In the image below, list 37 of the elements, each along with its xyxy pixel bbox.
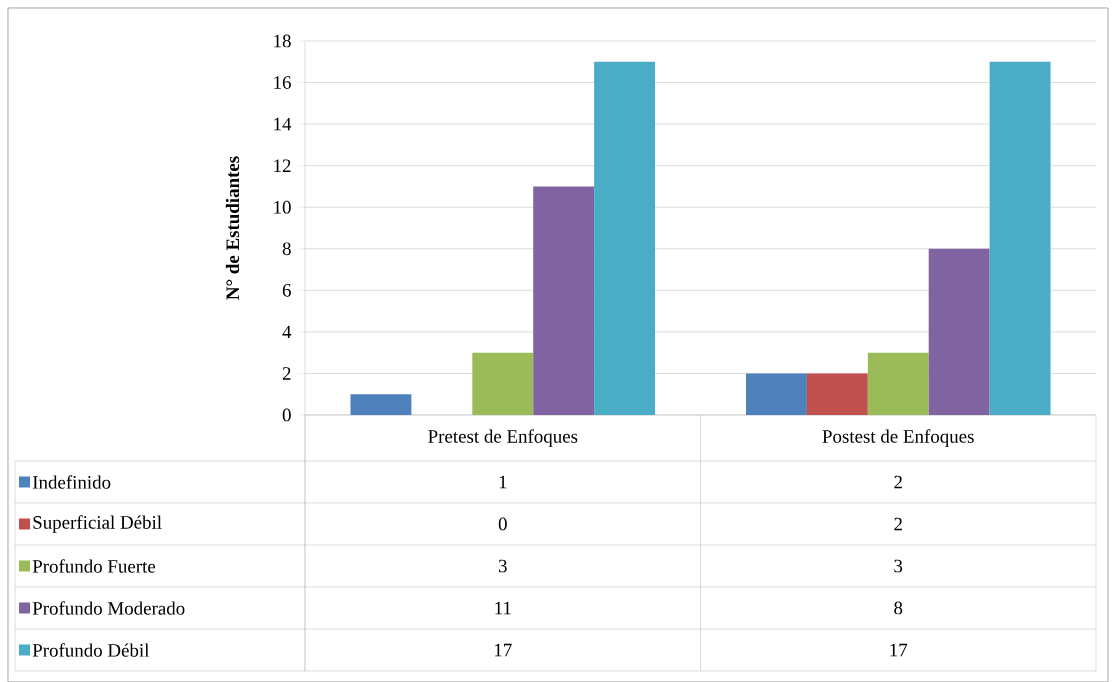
legend-label: Superficial Débil [33, 515, 162, 533]
data-label: 1 [499, 475, 507, 488]
bar [745, 373, 807, 415]
data-label: 3 [498, 559, 507, 573]
legend-label: Profundo Fuerte [32, 558, 156, 573]
legend-label: Indefinido [32, 474, 111, 489]
bar [806, 373, 868, 415]
y-tick-label: 6 [282, 283, 291, 297]
legend-label: Profundo Moderado [32, 600, 185, 615]
y-axis-title: N° de Estudiantes [225, 156, 240, 300]
data-label: 2 [894, 475, 902, 489]
x-tick-label: Pretest de Enfoques [428, 429, 578, 447]
y-tick-label: 8 [282, 242, 291, 255]
bar [928, 248, 990, 415]
data-label: 17 [890, 643, 908, 656]
data-label: 8 [894, 601, 903, 615]
data-label: 17 [495, 643, 512, 656]
bar [472, 352, 534, 415]
data-label: 3 [894, 559, 903, 573]
data-label: 11 [495, 601, 511, 614]
y-tick-label: 10 [274, 200, 291, 214]
y-tick-label: 0 [282, 408, 291, 422]
data-label: 2 [894, 517, 902, 531]
y-tick-label: 14 [274, 117, 292, 131]
y-tick-label: 4 [282, 325, 292, 338]
y-tick-label: 16 [274, 75, 291, 89]
y-tick-label: 12 [274, 159, 291, 172]
x-tick-label: Postest de Enfoques [822, 429, 974, 447]
bar [533, 186, 595, 415]
y-tick-label: 2 [282, 366, 291, 380]
legend-label: Profundo Débil [32, 642, 150, 657]
bar [594, 61, 656, 415]
y-tick-label: 18 [274, 34, 291, 48]
data-label: 0 [498, 517, 507, 531]
bar [989, 61, 1051, 415]
bar [350, 393, 412, 415]
bar [867, 352, 929, 415]
